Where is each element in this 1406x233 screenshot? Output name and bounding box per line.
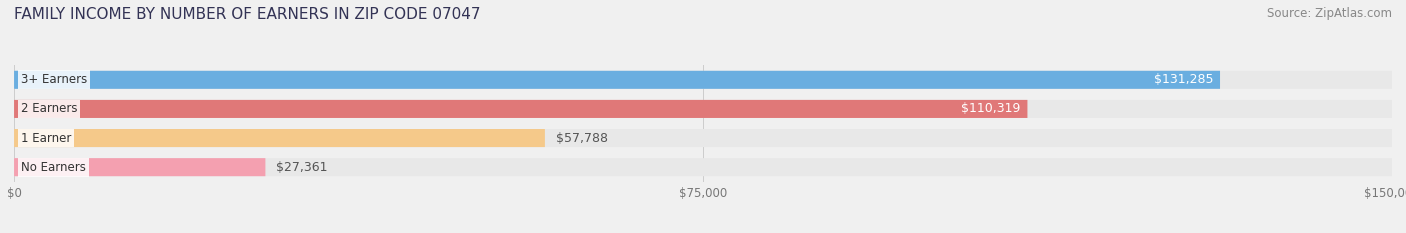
FancyBboxPatch shape [14, 158, 266, 176]
FancyBboxPatch shape [14, 71, 1220, 89]
FancyBboxPatch shape [14, 129, 546, 147]
FancyBboxPatch shape [14, 71, 1392, 89]
Text: $57,788: $57,788 [555, 132, 607, 144]
Text: No Earners: No Earners [21, 161, 86, 174]
FancyBboxPatch shape [14, 158, 1392, 176]
Text: $27,361: $27,361 [277, 161, 328, 174]
Text: 1 Earner: 1 Earner [21, 132, 72, 144]
FancyBboxPatch shape [14, 100, 1028, 118]
Text: $110,319: $110,319 [962, 103, 1021, 115]
FancyBboxPatch shape [14, 129, 1392, 147]
Text: 3+ Earners: 3+ Earners [21, 73, 87, 86]
Text: Source: ZipAtlas.com: Source: ZipAtlas.com [1267, 7, 1392, 20]
FancyBboxPatch shape [14, 100, 1392, 118]
Text: $131,285: $131,285 [1154, 73, 1213, 86]
Text: 2 Earners: 2 Earners [21, 103, 77, 115]
Text: FAMILY INCOME BY NUMBER OF EARNERS IN ZIP CODE 07047: FAMILY INCOME BY NUMBER OF EARNERS IN ZI… [14, 7, 481, 22]
